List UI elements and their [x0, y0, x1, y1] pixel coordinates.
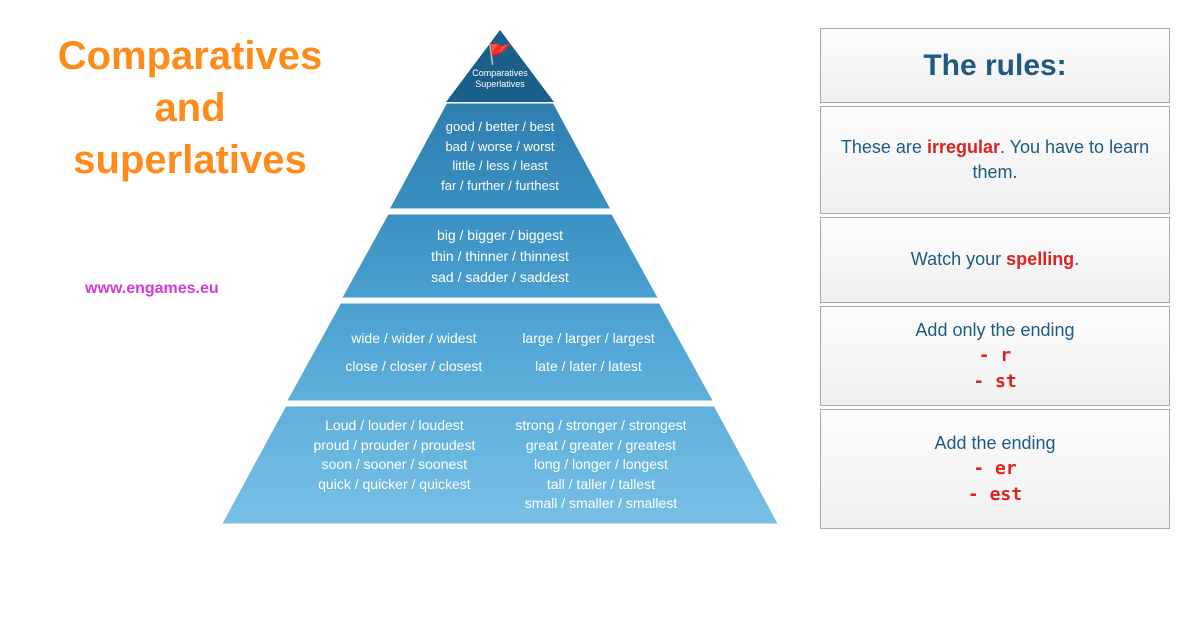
example-text: big / bigger / biggest: [437, 225, 563, 246]
example-text: close / closer / closest: [345, 352, 482, 380]
rule-ending-tag: - est: [968, 482, 1022, 507]
example-text: quick / quicker / quickest: [313, 475, 475, 495]
rule-box-4: Add the ending- er- est: [820, 409, 1170, 529]
rule-box-3: Add only the ending- r- st: [820, 306, 1170, 406]
flag-icon: 🚩: [488, 42, 513, 67]
rule-box-0: The rules:: [820, 28, 1170, 103]
pyramid-layer-2-text: big / bigger / biggestthin / thinner / t…: [350, 213, 650, 299]
rule-text: Add only the ending: [915, 318, 1074, 343]
pyramid-layer-3-text: wide / wider / widestclose / closer / cl…: [295, 302, 705, 402]
example-text: sad / sadder / saddest: [431, 267, 569, 288]
rule-box-2: Watch your spelling.: [820, 217, 1170, 303]
example-text: tall / taller / tallest: [515, 475, 686, 495]
example-text: strong / stronger / strongest: [515, 416, 686, 436]
pyramid-diagram: ComparativesSuperlatives🚩good / better /…: [180, 30, 820, 605]
example-text: little / less / least: [452, 156, 547, 176]
rule-text: Add the ending: [934, 431, 1055, 456]
example-text: long / longer / longest: [515, 455, 686, 475]
rule-ending-tag: - r: [979, 343, 1012, 368]
rule-text-part: These are: [841, 137, 927, 157]
example-text: late / later / latest: [522, 352, 654, 380]
rule-text: These are irregular. You have to learn t…: [829, 135, 1161, 185]
rule-text-part: Watch your: [911, 249, 1006, 269]
rule-ending-tag: - st: [973, 369, 1016, 394]
example-text: good / better / best: [446, 117, 554, 137]
rule-text-part: .: [1074, 249, 1079, 269]
example-text: great / greater / greatest: [515, 436, 686, 456]
rule-text: Watch your spelling.: [911, 247, 1079, 272]
example-text: small / smaller / smallest: [515, 494, 686, 514]
rules-title: The rules:: [923, 45, 1066, 87]
rule-box-1: These are irregular. You have to learn t…: [820, 106, 1170, 214]
pyramid-layer-1-text: good / better / bestbad / worse / worstl…: [398, 102, 603, 210]
example-text: bad / worse / worst: [445, 137, 554, 157]
example-text: large / larger / largest: [522, 324, 654, 352]
example-text: wide / wider / widest: [345, 324, 482, 352]
apex-text-1: Comparatives: [450, 68, 550, 79]
example-text: soon / sooner / soonest: [313, 455, 475, 475]
example-text: far / further / furthest: [441, 176, 559, 196]
rule-emphasis: irregular: [927, 137, 1000, 157]
pyramid-layer-4-text: Loud / louder / loudestproud / prouder /…: [230, 405, 770, 525]
rules-panel: The rules: These are irregular. You have …: [820, 28, 1170, 532]
rule-emphasis: spelling: [1006, 249, 1074, 269]
example-text: thin / thinner / thinnest: [431, 246, 569, 267]
pyramid-apex-label: ComparativesSuperlatives: [450, 68, 550, 90]
apex-text-2: Superlatives: [450, 79, 550, 90]
example-text: proud / prouder / proudest: [313, 436, 475, 456]
rule-ending-tag: - er: [973, 456, 1016, 481]
example-text: Loud / louder / loudest: [313, 416, 475, 436]
